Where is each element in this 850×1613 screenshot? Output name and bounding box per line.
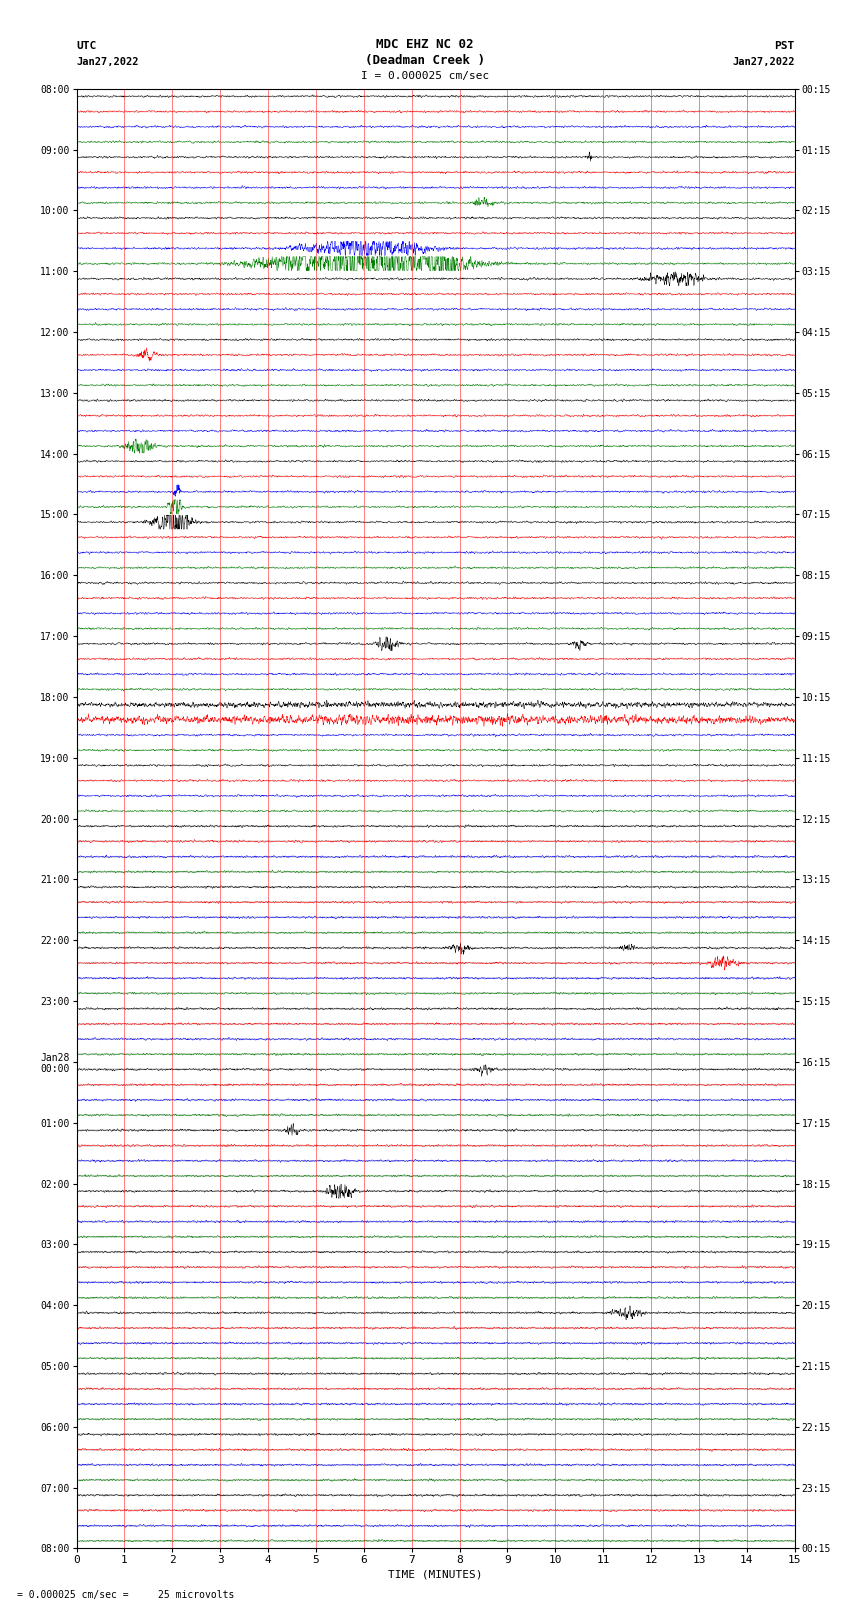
Text: = 0.000025 cm/sec =     25 microvolts: = 0.000025 cm/sec = 25 microvolts — [17, 1590, 235, 1600]
Text: MDC EHZ NC 02: MDC EHZ NC 02 — [377, 37, 473, 50]
Text: Jan27,2022: Jan27,2022 — [732, 56, 795, 66]
Text: I = 0.000025 cm/sec: I = 0.000025 cm/sec — [361, 71, 489, 82]
Text: Jan27,2022: Jan27,2022 — [76, 56, 139, 66]
Text: UTC: UTC — [76, 40, 97, 50]
Text: PST: PST — [774, 40, 795, 50]
Text: (Deadman Creek ): (Deadman Creek ) — [365, 53, 485, 66]
X-axis label: TIME (MINUTES): TIME (MINUTES) — [388, 1569, 483, 1579]
